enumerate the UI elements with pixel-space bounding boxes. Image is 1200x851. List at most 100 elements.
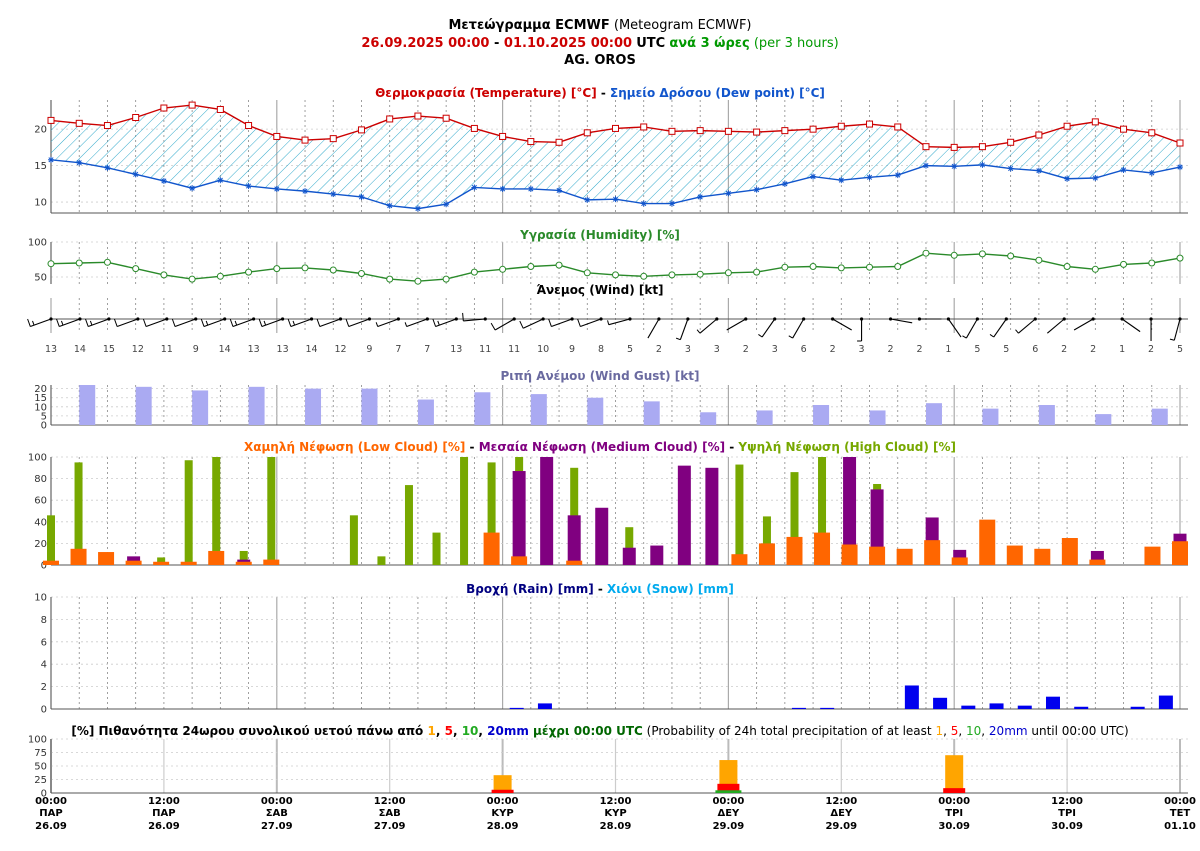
wind-speed-label: 10 bbox=[537, 344, 549, 355]
wind-speed-label: 13 bbox=[248, 344, 260, 355]
title-greek: Μετεώγραμμα ECMWF bbox=[448, 18, 610, 33]
x-day-label: ΠΑΡ bbox=[152, 808, 175, 819]
temperature-point bbox=[950, 143, 958, 151]
wind-barb bbox=[522, 318, 544, 329]
wind-barb-feather bbox=[229, 318, 234, 327]
prob-title-greek: [%] Πιθανότητα 24ωρου συνολικού υετού πά… bbox=[71, 724, 428, 738]
gust-tick-label: 5 bbox=[41, 411, 47, 422]
prob-comma: , bbox=[435, 724, 445, 738]
wind-speed-label: 2 bbox=[830, 344, 836, 355]
humidity-point bbox=[357, 270, 365, 277]
wind-speed-label: 9 bbox=[569, 344, 575, 355]
wind-barb bbox=[608, 318, 631, 326]
x-time-label: 12:00 bbox=[148, 796, 180, 807]
wind-barb bbox=[551, 318, 573, 328]
prob-tick-label: 0 bbox=[41, 789, 47, 800]
prob-5mm-bar bbox=[491, 789, 514, 793]
wind-barb-dot bbox=[628, 317, 632, 321]
prob-5mm-bar bbox=[943, 788, 966, 793]
low-cloud-bar bbox=[951, 557, 968, 565]
humidity-point bbox=[866, 263, 874, 271]
temperature-point bbox=[103, 122, 111, 130]
low-cloud-bar bbox=[1006, 545, 1023, 565]
humidity-point bbox=[499, 265, 507, 273]
wind-barb-dot bbox=[802, 317, 806, 321]
prob-tick-label: 50 bbox=[34, 762, 47, 773]
x-date-label: 30.09 bbox=[1051, 821, 1083, 832]
dewpoint-point bbox=[358, 193, 365, 200]
wind-barb bbox=[261, 318, 283, 328]
utc-label: UTC bbox=[636, 36, 666, 51]
dewpoint-point bbox=[132, 171, 139, 178]
gust-bar bbox=[925, 403, 942, 425]
humidity-tick-label: 50 bbox=[34, 273, 47, 284]
wind-barb-dot bbox=[657, 317, 661, 321]
wind-speed-label: 3 bbox=[772, 344, 778, 355]
wind-barb-feather bbox=[675, 337, 681, 341]
high-cloud-bar bbox=[625, 527, 634, 565]
prob-comma: , bbox=[981, 724, 989, 738]
wind-barb-feather bbox=[205, 320, 209, 326]
wind-barb-dot bbox=[512, 317, 516, 321]
prob-en-threshold-10: 10 bbox=[966, 724, 982, 738]
wind-barb bbox=[832, 318, 852, 331]
rain-title: Βροχή (Rain) [mm] bbox=[466, 582, 594, 596]
dewpoint-point bbox=[922, 162, 929, 169]
wind-speed-label: 13 bbox=[45, 344, 57, 355]
temperature-point bbox=[583, 129, 591, 137]
gust-title: Ριπή Ανέμου (Wind Gust) [kt] bbox=[500, 369, 700, 383]
wind-speed-label: 2 bbox=[1148, 344, 1154, 355]
humidity-point bbox=[103, 258, 111, 266]
humidity-point bbox=[1007, 252, 1015, 260]
temperature-tick-label: 10 bbox=[34, 198, 47, 209]
wind-barb-feather bbox=[1015, 329, 1019, 334]
wind-speed-label: 2 bbox=[887, 344, 893, 355]
dewpoint-point bbox=[810, 173, 817, 180]
low-cloud-bar bbox=[1144, 546, 1161, 565]
wind-barb bbox=[494, 318, 515, 331]
x-day-label: ΤΕΤ bbox=[1170, 808, 1191, 819]
humidity-point bbox=[1063, 263, 1071, 270]
low-cloud-bar bbox=[511, 556, 528, 565]
humidity-title: Υγρασία (Humidity) [%] bbox=[520, 228, 680, 242]
temperature-point bbox=[555, 138, 563, 146]
wind-speed-label: 3 bbox=[859, 344, 865, 355]
dewpoint-point bbox=[499, 185, 506, 192]
high-cloud-bar bbox=[432, 532, 441, 565]
temperature-title-sep: - bbox=[596, 86, 611, 100]
low-cloud-bar bbox=[1061, 538, 1078, 565]
x-date-label: 27.09 bbox=[261, 821, 293, 832]
wind-barb-dot bbox=[946, 317, 951, 321]
dewpoint-point bbox=[725, 190, 732, 197]
dewpoint-point bbox=[979, 161, 986, 168]
temperature-point bbox=[724, 127, 732, 135]
cloud-tick-label: 100 bbox=[28, 453, 47, 464]
humidity-point bbox=[245, 268, 253, 276]
wind-barb-dot bbox=[367, 317, 372, 321]
wind-barb-dot bbox=[831, 317, 835, 321]
wind-speed-label: 14 bbox=[219, 344, 231, 355]
dewpoint-point bbox=[414, 205, 421, 212]
humidity-point bbox=[188, 275, 196, 283]
dewpoint-point bbox=[1007, 165, 1014, 172]
wind-barb-dot bbox=[483, 317, 487, 321]
gust-bar bbox=[756, 410, 773, 425]
temperature-tick-label: 20 bbox=[34, 125, 47, 136]
wind-speed-label: 14 bbox=[305, 344, 317, 355]
temperature-point bbox=[753, 128, 761, 136]
temperature-point bbox=[188, 101, 196, 109]
humidity-point bbox=[386, 275, 394, 283]
high-cloud-bar bbox=[267, 457, 276, 565]
cloud-tick-label: 60 bbox=[34, 496, 47, 507]
wind-barb-dot bbox=[599, 317, 603, 321]
wind-speed-label: 6 bbox=[1032, 344, 1038, 355]
humidity-point bbox=[216, 272, 224, 280]
wind-barb-dot bbox=[1120, 317, 1124, 321]
range-start: 26.09.2025 00:00 bbox=[361, 36, 490, 51]
low-cloud-bar bbox=[125, 560, 142, 565]
wind-speed-label: 11 bbox=[161, 344, 173, 355]
prob-tick-label: 100 bbox=[28, 735, 47, 746]
humidity-point bbox=[1176, 254, 1184, 262]
low-cloud-bar bbox=[841, 544, 858, 565]
x-time-label: 00:00 bbox=[1164, 796, 1196, 807]
